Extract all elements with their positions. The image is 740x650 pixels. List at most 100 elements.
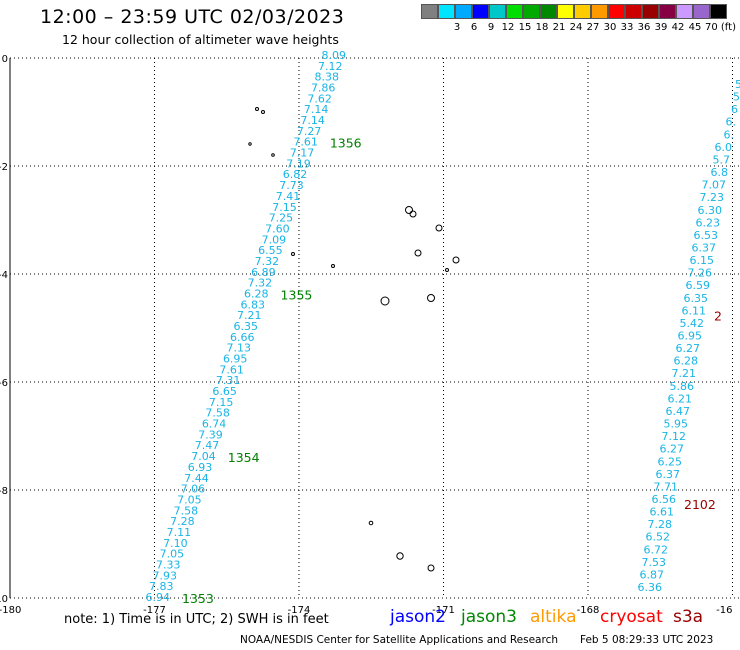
swh-value-left: 6.83 (241, 298, 266, 311)
swh-value-right: 6 (731, 103, 738, 116)
pass-time-label-right: 2102 (684, 497, 716, 512)
swh-value-left: 7.58 (174, 504, 199, 517)
legend-label: 42 (671, 22, 685, 33)
swh-value-left: 7.73 (279, 179, 304, 192)
swh-value-left: 7.09 (262, 233, 287, 246)
swh-value-right: 6.23 (696, 216, 721, 229)
legend-swatch (693, 4, 710, 19)
legend-swatch (489, 4, 506, 19)
legend-label: 39 (654, 22, 668, 33)
swh-value-right: 5.95 (664, 418, 689, 431)
y-tick-label: -10 (0, 594, 8, 605)
island-outline (452, 256, 460, 264)
page-title: 12:00 – 23:59 UTC 02/03/2023 (40, 6, 345, 28)
island-outline (248, 142, 252, 146)
island-outline (414, 249, 422, 257)
credit-text: NOAA/NESDIS Center for Satellite Applica… (240, 634, 558, 646)
legend-label: 70 (ft) (705, 22, 736, 33)
swh-value-left: 8.38 (314, 71, 339, 84)
swh-value-left: 7.05 (177, 493, 202, 506)
island-outline (405, 206, 413, 214)
legend-label: 9 (487, 22, 495, 33)
swh-value-left: 7.32 (255, 255, 280, 268)
swh-value-right: 5.42 (680, 317, 705, 330)
timestamp-text: Feb 5 08:29:33 UTC 2023 (580, 634, 714, 646)
swh-value-right: 7.21 (672, 367, 697, 380)
swh-value-right: 6.27 (676, 342, 701, 355)
swh-value-left: 7.28 (170, 515, 195, 528)
swh-value-right: 5.86 (670, 380, 695, 393)
swh-value-right: 6.8 (711, 166, 729, 179)
pass-time-label-left: 1353 (182, 591, 214, 606)
swh-value-left: 7.47 (195, 439, 220, 452)
swh-value-left: 6.89 (251, 266, 276, 279)
legend-label: 36 (637, 22, 651, 33)
x-tick-label: -16 (716, 605, 732, 616)
legend-swatch (625, 4, 642, 19)
legend-swatch (455, 4, 472, 19)
swh-value-right: 6.59 (686, 279, 711, 292)
swh-value-right: 6.47 (666, 405, 691, 418)
island-outline (427, 294, 435, 302)
swh-value-left: 7.41 (276, 190, 301, 203)
island-outline (368, 520, 374, 526)
legend-label: 12 (501, 22, 515, 33)
swh-value-left: 7.05 (160, 548, 185, 561)
legend-label: 3 (453, 22, 461, 33)
legend-label: 24 (569, 22, 583, 33)
swh-value-left: 6.35 (234, 320, 259, 333)
swh-value-left: 7.39 (198, 428, 223, 441)
swh-value-right: 6.61 (650, 506, 675, 519)
pass-time-label-left: 1354 (228, 450, 260, 465)
x-tick-label: -168 (577, 605, 600, 616)
pass-time-label-right: 2 (714, 308, 722, 323)
swh-value-right: 7.53 (642, 556, 667, 569)
swh-value-right: 7.23 (700, 191, 725, 204)
swh-value-left: 7.21 (237, 309, 262, 322)
units-note: note: 1) Time is in UTC; 2) SWH is in fe… (64, 612, 329, 627)
swh-value-right: 6.37 (656, 468, 681, 481)
island-outline (396, 552, 404, 560)
swh-value-left: 7.58 (205, 407, 230, 420)
swh-value-left: 6.28 (244, 287, 269, 300)
legend-swatch (591, 4, 608, 19)
swh-value-right: 6.30 (698, 204, 723, 217)
swh-value-left: 7.10 (163, 537, 188, 550)
pass-time-label-left: 1355 (281, 287, 313, 302)
island-outline (271, 153, 275, 157)
swh-value-left: 7.27 (297, 125, 322, 138)
swh-value-left: 7.32 (248, 277, 273, 290)
legend-label: 6 (470, 22, 478, 33)
legend-label: 30 (603, 22, 617, 33)
swh-value-left: 6.74 (202, 418, 227, 431)
swh-value-left: 7.13 (226, 342, 251, 355)
pass-time-label-left: 1356 (330, 136, 362, 151)
legend-label: 21 (552, 22, 566, 33)
x-tick-label: -177 (143, 605, 166, 616)
swh-value-left: 6.55 (258, 244, 283, 257)
y-tick-label: -8 (0, 486, 8, 497)
legend-swatch (438, 4, 455, 19)
swh-value-right: 6.53 (694, 229, 719, 242)
swh-value-left: 7.17 (290, 147, 315, 160)
swh-value-right: 6.56 (652, 493, 677, 506)
swh-value-left: 7.15 (209, 396, 234, 409)
swh-value-right: 6. (724, 128, 735, 141)
swh-value-left: 7.06 (181, 483, 206, 496)
swh-value-right: 7.07 (702, 179, 727, 192)
island-outline (445, 268, 449, 272)
swh-value-left: 7.04 (191, 450, 216, 463)
swh-value-right: 6.52 (646, 531, 671, 544)
x-tick-label: -180 (0, 605, 21, 616)
swh-value-left: 7.44 (184, 472, 209, 485)
legend-swatch (608, 4, 625, 19)
swh-value-right: 7.71 (654, 480, 679, 493)
island-outline (291, 252, 295, 256)
swh-value-right: 7.12 (662, 430, 687, 443)
legend-label: 27 (586, 22, 600, 33)
swh-value-right: 7.28 (648, 518, 673, 531)
swh-value-right: 6.15 (690, 254, 715, 267)
swh-value-left: 7.15 (272, 201, 297, 214)
